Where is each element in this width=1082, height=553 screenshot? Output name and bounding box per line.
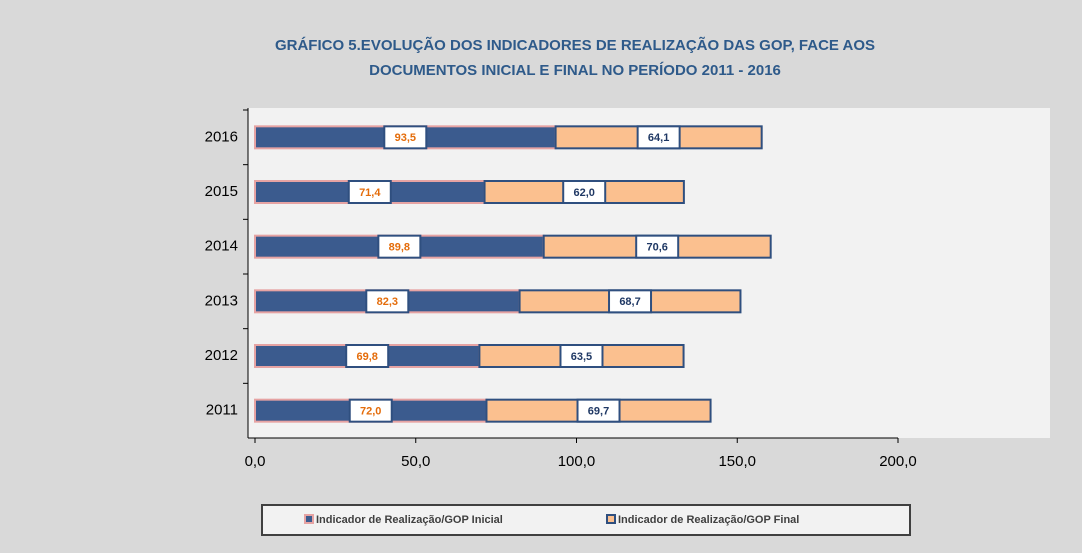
value-label-box (608, 289, 653, 314)
value-label: 93,5 (395, 132, 416, 144)
x-tick-label: 50,0 (401, 453, 430, 470)
value-label-box (635, 234, 680, 259)
y-tick-label: 2012 (205, 347, 238, 364)
value-label-box (383, 125, 428, 150)
value-label: 89,8 (389, 242, 410, 254)
value-label: 70,6 (646, 242, 667, 254)
y-tick-label: 2011 (206, 402, 238, 419)
legend-marker (304, 514, 314, 524)
y-tick-label: 2013 (205, 292, 238, 309)
value-label-box (636, 125, 681, 150)
y-tick-label: 2014 (205, 238, 238, 255)
value-label: 69,7 (588, 406, 609, 418)
value-label: 72,0 (360, 406, 381, 418)
value-label: 64,1 (648, 132, 669, 144)
legend-marker (606, 514, 616, 524)
value-label: 82,3 (377, 296, 398, 308)
value-label: 68,7 (619, 296, 640, 308)
value-label: 62,0 (574, 187, 595, 199)
legend-label: Indicador de Realização/GOP Inicial (316, 514, 503, 526)
value-label-box (348, 398, 393, 423)
value-label-box (562, 180, 607, 204)
value-label-box (576, 398, 621, 423)
x-tick-label: 100,0 (558, 453, 596, 470)
y-tick-label: 2015 (205, 183, 238, 200)
plot-area (248, 108, 1050, 438)
legend-label: Indicador de Realização/GOP Final (618, 514, 799, 526)
y-tick-label: 2016 (205, 128, 238, 145)
x-tick-label: 150,0 (718, 453, 756, 470)
value-label-box (347, 180, 392, 204)
value-label: 63,5 (571, 351, 592, 363)
legend (261, 504, 911, 536)
x-tick-label: 200,0 (879, 453, 917, 470)
value-label-box (377, 234, 422, 259)
x-tick-label: 0,0 (245, 453, 266, 470)
value-label-box (365, 289, 410, 314)
value-label: 71,4 (359, 187, 381, 199)
value-label: 69,8 (356, 351, 377, 363)
chart-subtitle: DOCUMENTOS INICIAL E FINAL NO PERÍODO 20… (369, 62, 781, 79)
value-label-box (559, 344, 604, 368)
value-label-box (345, 344, 390, 368)
chart-title: GRÁFICO 5.EVOLUÇÃO DOS INDICADORES DE RE… (275, 36, 875, 54)
